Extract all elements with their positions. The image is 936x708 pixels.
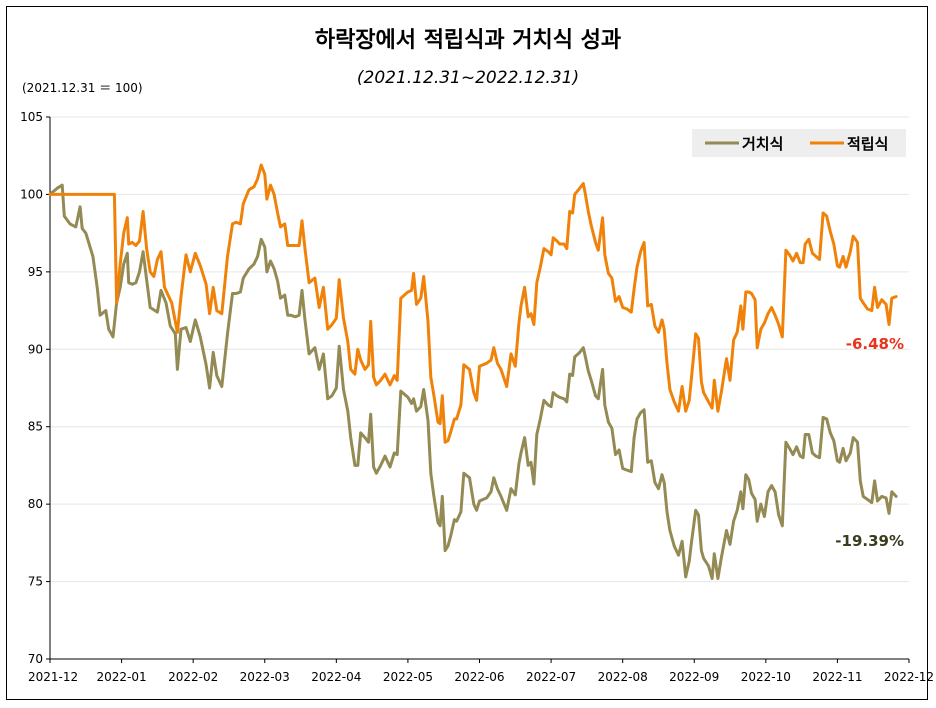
- x-tick-label: 2022-04: [311, 670, 361, 684]
- chart-title: 하락장에서 적립식과 거치식 성과: [314, 28, 622, 53]
- legend-entry: 적립식: [847, 135, 888, 153]
- y-tick-label: 105: [20, 110, 43, 124]
- x-tick-label: 2022-09: [669, 670, 719, 684]
- chart-frame: [6, 6, 928, 700]
- y-tick-label: 95: [28, 265, 43, 279]
- x-tick-label: 2022-03: [240, 670, 290, 684]
- x-tick-label: 2022-02: [168, 670, 218, 684]
- end-value-label: -19.39%: [835, 532, 904, 550]
- y-tick-label: 75: [28, 575, 43, 589]
- series-line-1: [48, 183, 898, 580]
- x-tick-label: 2021-12: [28, 670, 78, 684]
- x-tick-label: 2022-11: [812, 670, 862, 684]
- x-tick-label: 2022-08: [598, 670, 648, 684]
- series-line-2: [48, 163, 898, 444]
- end-value-label: -6.48%: [846, 335, 904, 353]
- y-tick-label: 90: [28, 342, 43, 356]
- x-tick-label: 2022-01: [97, 670, 147, 684]
- base-note: (2021.12.31 ＝ 100): [22, 81, 143, 95]
- x-tick-label: 2022-07: [526, 670, 576, 684]
- x-tick-label: 2022-05: [383, 670, 433, 684]
- chart-subtitle: (2021.12.31~2022.12.31): [356, 68, 580, 88]
- legend-entry: 거치식: [742, 135, 783, 153]
- x-tick-label: 2022-12: [884, 670, 934, 684]
- y-tick-label: 85: [28, 420, 43, 434]
- x-tick-label: 2022-06: [454, 670, 504, 684]
- y-tick-label: 70: [28, 652, 43, 666]
- y-tick-label: 80: [28, 497, 43, 511]
- x-tick-label: 2022-10: [741, 670, 791, 684]
- y-tick-label: 100: [20, 187, 43, 201]
